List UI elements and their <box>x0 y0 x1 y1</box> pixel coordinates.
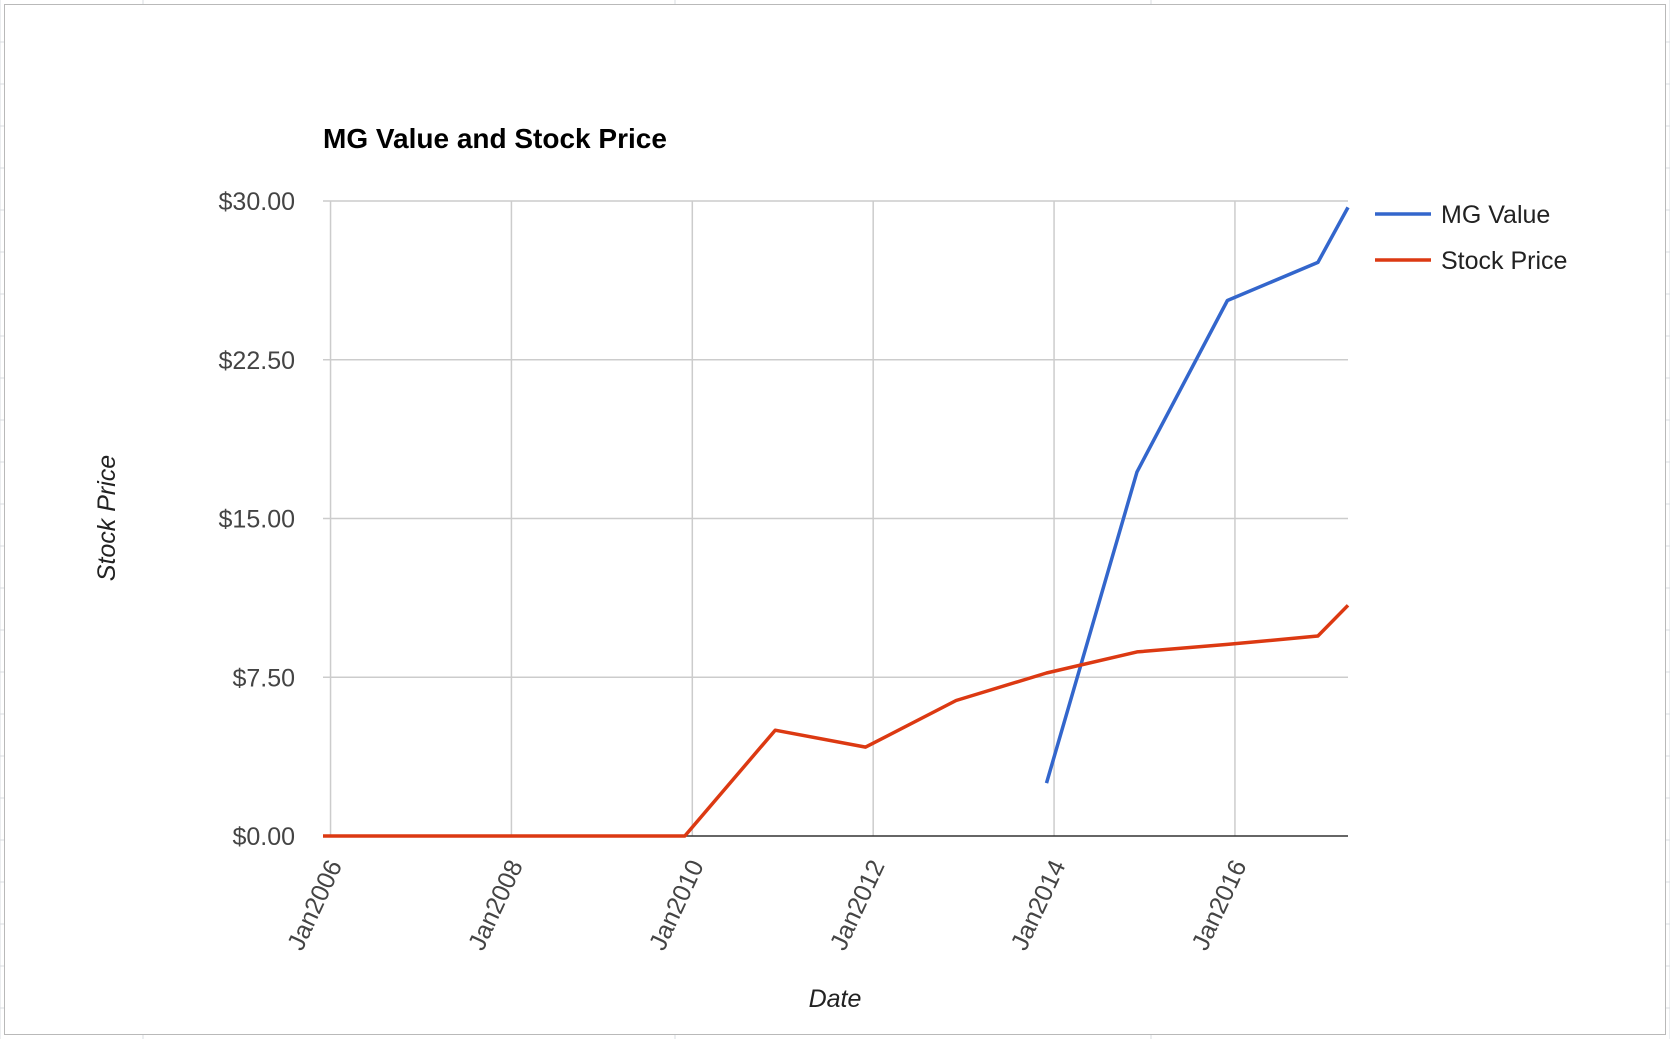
x-tick-label: Jan2010 <box>644 856 710 955</box>
gridlines <box>323 200 1348 836</box>
series-line-stock-price[interactable] <box>323 604 1350 838</box>
x-tick-label: Jan2014 <box>1006 856 1072 955</box>
y-tick-label: $0.00 <box>232 823 295 851</box>
x-axis-ticks: Jan2006 Jan2008 Jan2010 Jan2012 Jan2014 Jan20… <box>282 856 1252 955</box>
legend[interactable]: MG Value Stock Price <box>1375 201 1567 275</box>
x-tick-label: Jan2016 <box>1186 856 1252 955</box>
y-tick-label: $15.00 <box>219 506 295 534</box>
x-axis-title: Date <box>809 985 862 1013</box>
x-tick-label: Jan2012 <box>825 856 891 955</box>
legend-label: MG Value <box>1441 201 1550 229</box>
chart-container[interactable] <box>4 4 1666 1035</box>
y-tick-label: $30.00 <box>219 188 295 216</box>
x-tick-label: Jan2008 <box>463 856 529 955</box>
y-tick-label: $22.50 <box>219 347 295 375</box>
y-tick-label: $7.50 <box>232 664 295 692</box>
x-tick-label: Jan2006 <box>282 856 348 955</box>
y-axis-ticks: $0.00 $7.50 $15.00 $22.50 $30.00 <box>219 188 295 851</box>
legend-label: Stock Price <box>1441 247 1567 275</box>
y-axis-title: Stock Price <box>93 455 121 581</box>
chart-title: MG Value and Stock Price <box>323 123 667 154</box>
series-line-mg-value[interactable] <box>1044 206 1350 784</box>
series-lines <box>323 206 1350 838</box>
